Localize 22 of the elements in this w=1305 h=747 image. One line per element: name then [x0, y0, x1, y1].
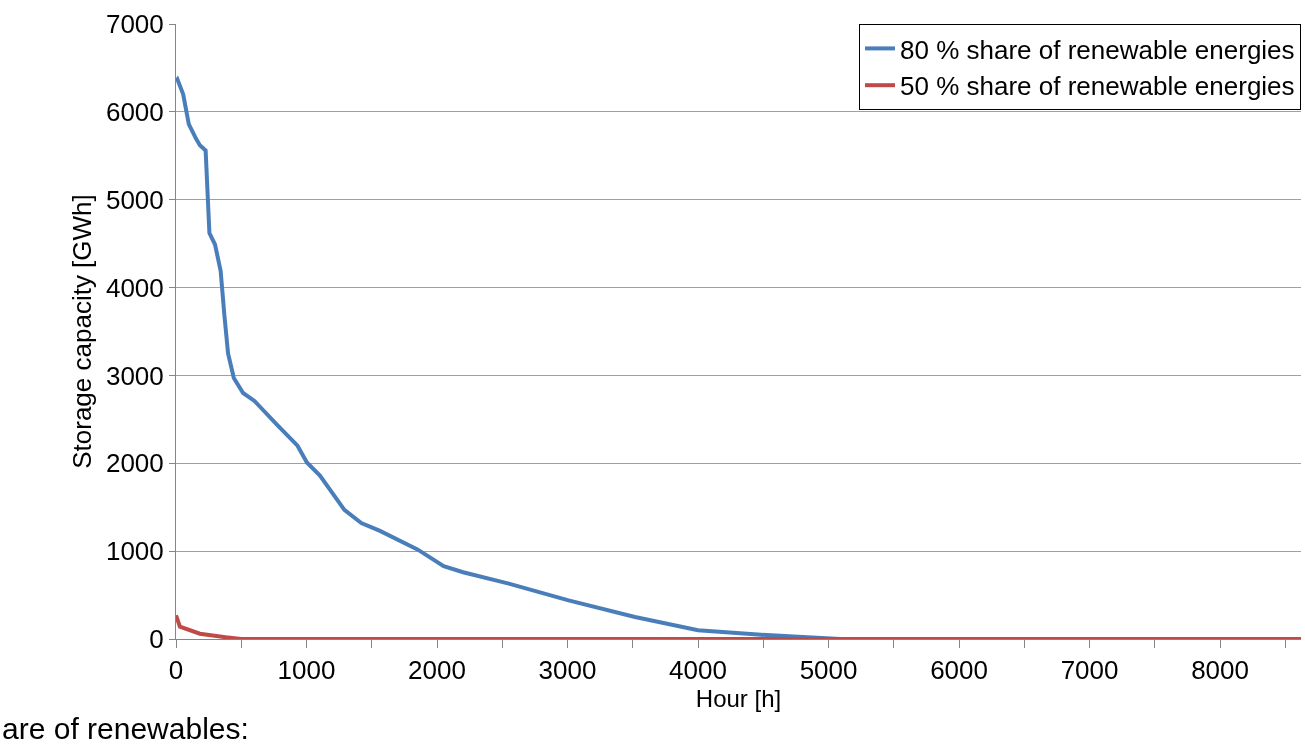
y-tick-label: 6000	[105, 96, 164, 127]
x-tick-label: 1000	[277, 655, 336, 686]
y-tick-label: 3000	[105, 360, 164, 391]
x-tick-label: 4000	[669, 655, 727, 686]
y-tick-label: 2000	[105, 448, 164, 479]
x-tick-label: 0	[168, 655, 184, 686]
x-tick-label: 3000	[538, 655, 597, 686]
x-axis-title: Hour [h]	[695, 685, 782, 713]
y-tick-label: 1000	[105, 536, 164, 567]
x-tick-label: 6000	[930, 655, 988, 686]
x-tick-label: 5000	[799, 655, 858, 686]
y-tick-label: 0	[149, 624, 164, 655]
x-tick-label: 7000	[1060, 655, 1119, 686]
x-tick-label: 2000	[408, 655, 466, 686]
y-tick-label: 7000	[105, 9, 164, 40]
y-tick-label: 4000	[105, 272, 164, 303]
legend-label: 50 % share of renewable energies	[900, 71, 1295, 102]
x-tick-label: 8000	[1191, 655, 1249, 686]
text: are of renewables:	[2, 712, 249, 745]
y-axis-title: Storage capacity [GWh]	[67, 194, 98, 469]
y-tick-label: 5000	[105, 184, 164, 215]
legend-label: 80 % share of renewable energies	[900, 34, 1295, 65]
